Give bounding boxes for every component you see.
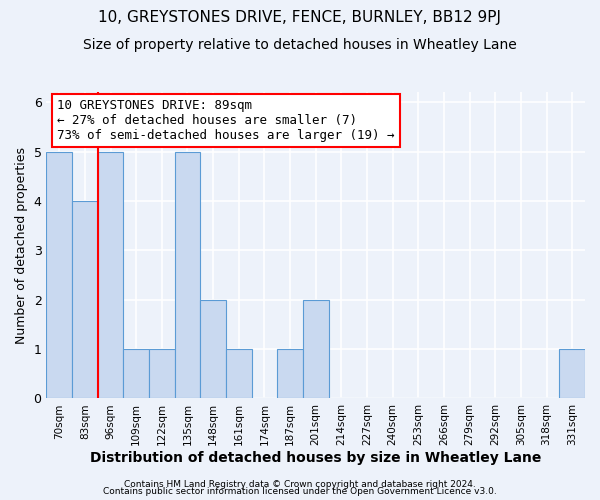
Y-axis label: Number of detached properties: Number of detached properties [15, 147, 28, 344]
Text: 10 GREYSTONES DRIVE: 89sqm
← 27% of detached houses are smaller (7)
73% of semi-: 10 GREYSTONES DRIVE: 89sqm ← 27% of deta… [57, 98, 395, 142]
Bar [149, 349, 175, 399]
Bar [277, 349, 303, 399]
Bar [46, 152, 72, 398]
Bar [226, 349, 251, 399]
Text: Size of property relative to detached houses in Wheatley Lane: Size of property relative to detached ho… [83, 38, 517, 52]
Text: Contains HM Land Registry data © Crown copyright and database right 2024.: Contains HM Land Registry data © Crown c… [124, 480, 476, 489]
Bar [175, 152, 200, 398]
Bar [72, 201, 98, 398]
Bar [200, 300, 226, 398]
Bar [98, 152, 124, 398]
X-axis label: Distribution of detached houses by size in Wheatley Lane: Distribution of detached houses by size … [90, 451, 541, 465]
Bar [303, 300, 329, 398]
Text: 10, GREYSTONES DRIVE, FENCE, BURNLEY, BB12 9PJ: 10, GREYSTONES DRIVE, FENCE, BURNLEY, BB… [98, 10, 502, 25]
Text: Contains public sector information licensed under the Open Government Licence v3: Contains public sector information licen… [103, 487, 497, 496]
Bar [124, 349, 149, 399]
Bar [559, 349, 585, 399]
